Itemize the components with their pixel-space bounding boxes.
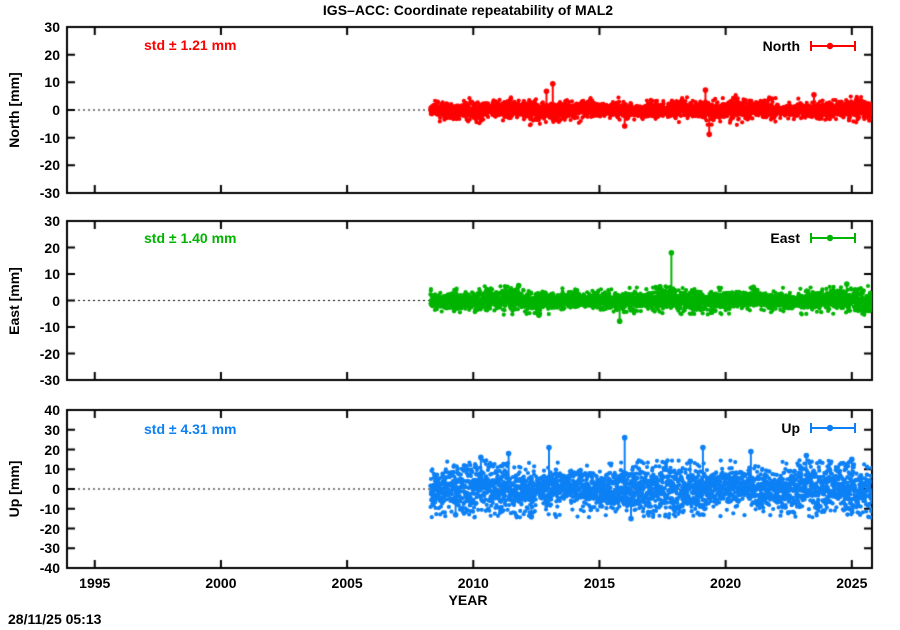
legend-errorbar-icon-east xyxy=(810,233,856,243)
y-tick-label: -10 xyxy=(39,319,60,335)
std-annotation-up: std ± 4.31 mm xyxy=(144,421,237,437)
y-tick-label: -10 xyxy=(39,500,60,517)
y-tick-label: 0 xyxy=(52,102,60,118)
x-tick-label: 2025 xyxy=(836,575,868,591)
chart-title: IGS–ACC: Coordinate repeatability of MAL… xyxy=(322,2,614,18)
x-tick-label: 2005 xyxy=(331,575,363,591)
legend-errorbar-icon-up xyxy=(810,423,856,433)
y-tick-label: 20 xyxy=(44,46,60,63)
y-tick-label: -20 xyxy=(39,157,60,174)
y-tick-label: 0 xyxy=(52,292,60,309)
y-tick-label: 0 xyxy=(52,481,60,497)
std-annotation-north: std ± 1.21 mm xyxy=(144,37,237,53)
y-tick-label: 10 xyxy=(44,266,60,282)
y-tick-label: 40 xyxy=(44,402,60,418)
y-tick-label: -20 xyxy=(39,520,60,537)
y-tick-label: -30 xyxy=(39,372,60,388)
y-tick-label: 30 xyxy=(44,213,60,229)
y-tick-label: 10 xyxy=(44,461,60,478)
std-annotation-east: std ± 1.40 mm xyxy=(144,230,237,246)
y-tick-label: 30 xyxy=(44,421,60,438)
x-tick-label: 2010 xyxy=(457,575,489,591)
legend-errorbar-icon-north xyxy=(810,41,856,51)
y-tick-label: -20 xyxy=(39,345,60,362)
y-tick-label: -10 xyxy=(39,129,60,146)
y-tick-label: 10 xyxy=(44,74,60,91)
y-tick-label: 20 xyxy=(44,239,60,256)
x-tick-label: 2000 xyxy=(205,575,237,591)
timestamp: 28/11/25 05:13 xyxy=(8,611,102,627)
y-tick-label: -30 xyxy=(39,540,60,557)
legend-label-north: North xyxy=(762,38,800,54)
legend-label-east: East xyxy=(770,230,800,246)
x-tick-label: 2020 xyxy=(710,575,742,591)
x-axis-label: YEAR xyxy=(448,592,488,608)
legend-east: East xyxy=(770,230,857,246)
y-tick-label: 20 xyxy=(44,441,60,458)
x-tick-label: 1995 xyxy=(79,575,111,591)
y-tick-label: -40 xyxy=(39,560,60,576)
x-tick-label: 2015 xyxy=(583,575,616,591)
legend-label-up: Up xyxy=(781,420,800,436)
legend-north: North xyxy=(763,38,857,54)
y-tick-label: 30 xyxy=(44,19,60,35)
y-tick-label: -30 xyxy=(39,185,60,201)
legend-up: Up xyxy=(781,420,857,436)
